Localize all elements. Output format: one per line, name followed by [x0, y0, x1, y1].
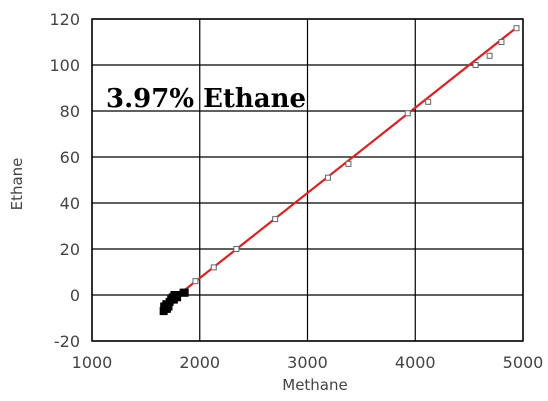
fit-line-group: [160, 25, 520, 310]
y-tick-label: -20: [54, 332, 80, 351]
y-tick-label: 40: [60, 194, 80, 213]
grid-lines: [91, 18, 524, 342]
y-tick-label: 20: [60, 240, 80, 259]
y-tick-label: 60: [60, 148, 80, 167]
data-point: [425, 98, 432, 105]
data-point: [498, 39, 505, 45]
x-tick-label: 3000: [287, 353, 328, 372]
data-point: [180, 288, 189, 297]
x-axis-title: Methane: [282, 376, 348, 394]
data-point: [486, 52, 493, 59]
x-tick-label: 5000: [503, 353, 544, 372]
data-point: [173, 293, 182, 302]
data-point: [192, 278, 199, 285]
y-tick-label: 0: [70, 286, 80, 305]
x-tick-label: 1000: [72, 353, 113, 372]
data-points: [159, 25, 520, 316]
y-tick-label: 80: [60, 102, 80, 121]
data-point: [513, 25, 520, 32]
ethane-percentage-annotation: 3.97% Ethane: [106, 84, 306, 114]
fit-line: [160, 25, 520, 310]
tick-labels: 1000 2000 3000 4000 5000 -20 0 20 40 60 80 100 120: [49, 10, 543, 372]
x-tick-label: 2000: [179, 353, 220, 372]
data-point: [272, 216, 279, 223]
data-point: [345, 160, 352, 167]
data-point: [233, 246, 240, 252]
data-point: [404, 110, 411, 117]
x-tick-label: 4000: [395, 353, 436, 372]
data-point: [324, 174, 331, 181]
data-point: [472, 62, 479, 68]
plot-frame: [91, 18, 524, 342]
y-tick-label: 100: [49, 56, 80, 75]
data-point: [210, 264, 217, 271]
y-axis-title: Ethane: [8, 158, 26, 211]
y-tick-label: 120: [49, 10, 80, 29]
